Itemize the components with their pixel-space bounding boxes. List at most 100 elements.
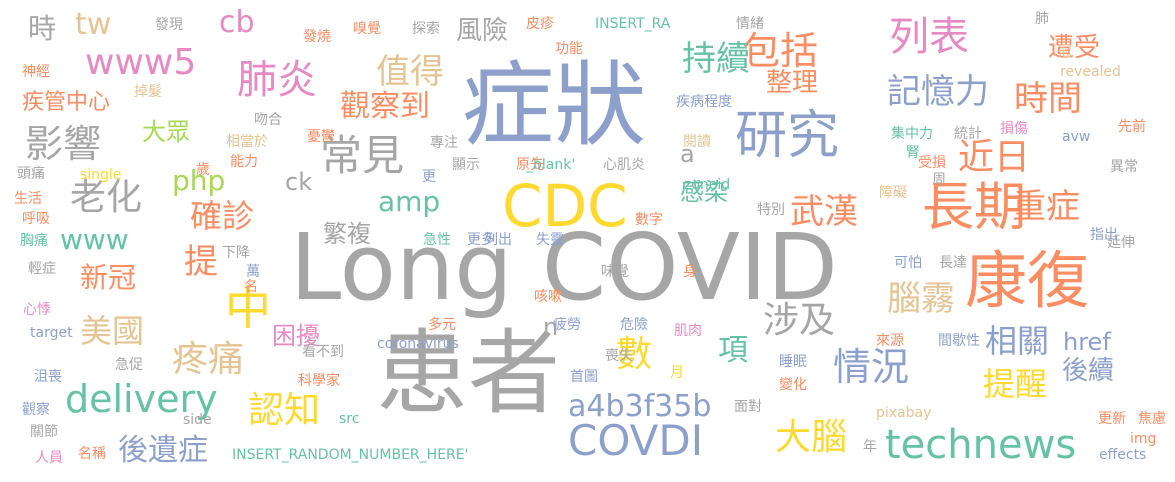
word-cloud-word: 人員 <box>35 450 63 466</box>
word-cloud-word: 頭痛 <box>17 166 45 182</box>
word-cloud-word: 閱讀 <box>683 134 711 150</box>
word-cloud-word: 特別 <box>757 202 785 218</box>
word-cloud-word: 疲勞 <box>553 317 581 333</box>
word-cloud-word: target <box>30 325 73 341</box>
word-cloud-word: 吻合 <box>254 112 282 128</box>
word-cloud-word: 下降 <box>222 245 250 261</box>
word-cloud-word: 首圖 <box>570 369 598 385</box>
word-cloud-word: 胸痛 <box>20 233 48 249</box>
word-cloud-word: 記憶力 <box>887 72 989 112</box>
word-cloud-word: www5 <box>85 42 197 83</box>
word-cloud-word: 老化 <box>70 177 143 218</box>
word-cloud-word: 多元 <box>428 317 456 333</box>
word-cloud-word: single <box>80 167 122 183</box>
word-cloud-word: 名 <box>244 279 258 295</box>
word-cloud-word: 更 <box>422 169 436 185</box>
word-cloud-word: tw <box>75 7 112 42</box>
word-cloud-word: a4b3f35b <box>568 389 712 424</box>
word-cloud-word: 咳嗽 <box>534 289 562 305</box>
word-cloud-word: 值得 <box>376 52 444 92</box>
word-cloud-word: 危險 <box>620 317 648 333</box>
word-cloud-word: 損傷 <box>1000 121 1028 137</box>
word-cloud-word: 相當於 <box>226 134 268 150</box>
word-cloud-word: 看不到 <box>302 344 344 360</box>
word-cloud-word: 掉髮 <box>134 84 162 100</box>
word-cloud-word: 更新 <box>1098 411 1126 427</box>
word-cloud-word: 周 <box>932 172 946 188</box>
word-cloud-word: 沮喪 <box>34 369 62 385</box>
word-cloud-word: effects <box>1099 447 1147 463</box>
word-cloud-word: 時間 <box>1014 79 1082 119</box>
word-cloud-word: 萬 <box>246 264 260 280</box>
word-cloud-word: 影響 <box>25 122 102 166</box>
word-cloud-word: 提 <box>184 242 218 282</box>
word-cloud-word: 新冠 <box>80 261 137 294</box>
word-cloud-word: 常見 <box>320 131 405 180</box>
word-cloud-word: 憂鬱 <box>307 129 335 145</box>
word-cloud-word: Long COVID <box>290 214 838 321</box>
word-cloud-word: 數 <box>616 334 653 375</box>
word-cloud-word: zoneid <box>684 177 731 193</box>
word-cloud-word: 月 <box>670 365 684 381</box>
word-cloud-word: 腦霧 <box>887 279 955 319</box>
word-cloud-word: 項 <box>718 333 748 368</box>
word-cloud-word: 肺 <box>1035 11 1049 27</box>
word-cloud-word: 風險 <box>456 16 509 46</box>
word-cloud-word: 康復 <box>965 244 1090 317</box>
word-cloud-word: 近日 <box>958 137 1031 178</box>
word-cloud-word: 睡眠 <box>779 354 807 370</box>
word-cloud-word: 繁複 <box>323 220 371 248</box>
word-cloud-word: 後續 <box>1062 356 1115 386</box>
word-cloud-word: 疾病程度 <box>676 94 732 110</box>
word-cloud-word: 長達 <box>939 255 967 271</box>
word-cloud-word: COVDI <box>568 416 704 465</box>
word-cloud-word: coronavirus <box>377 336 459 352</box>
word-cloud-word: 確診 <box>190 197 255 235</box>
word-cloud-word: side <box>183 412 212 428</box>
word-cloud-word: 名稱 <box>78 446 106 462</box>
word-cloud-word: 症狀 <box>462 52 647 159</box>
word-cloud-word: 困擾 <box>272 322 320 350</box>
word-cloud-word: 面對 <box>734 399 762 415</box>
word-cloud-word: revealed <box>1060 64 1121 80</box>
word-cloud-word: 涉及 <box>763 300 836 341</box>
word-cloud-word: 肌肉 <box>674 323 702 339</box>
word-cloud-word: technews <box>885 422 1077 468</box>
word-cloud-word: 延伸 <box>1107 235 1135 251</box>
word-cloud-word: 腎 <box>906 145 920 161</box>
word-cloud-word: cb <box>219 5 255 40</box>
word-cloud-word: 觀察到 <box>340 89 430 124</box>
word-cloud-word: ck <box>285 168 313 196</box>
word-cloud-word: 急性 <box>423 232 451 248</box>
word-cloud-word: 時 <box>28 12 57 45</box>
word-cloud-word: 集中力 <box>891 126 933 142</box>
word-cloud-word: 先前 <box>1118 119 1146 135</box>
word-cloud-word: 觀察 <box>22 402 50 418</box>
word-cloud-word: 急促 <box>115 357 143 373</box>
word-cloud-word: 受損 <box>918 155 946 171</box>
word-cloud-word: 提醒 <box>983 365 1048 403</box>
word-cloud-word: 能力 <box>230 154 258 170</box>
word-cloud-word: 認知 <box>248 390 321 431</box>
word-cloud-word: 患者 <box>376 320 561 427</box>
word-cloud-word: 神經 <box>22 64 50 80</box>
word-cloud-word: 包括 <box>742 29 819 73</box>
word-cloud-word: 可怕 <box>894 255 922 271</box>
word-cloud-word: pixabay <box>876 405 932 421</box>
word-cloud-word: 專注 <box>430 135 458 151</box>
word-cloud-word: 情緒 <box>736 16 764 32</box>
word-cloud-word: 指出 <box>1090 227 1118 243</box>
word-cloud-word: 後遺症 <box>118 433 208 468</box>
word-cloud-word: 長期 <box>922 178 1027 238</box>
word-cloud-word: 疼痛 <box>172 339 245 380</box>
word-cloud-word: 探索 <box>412 21 440 37</box>
word-cloud-word: 重症 <box>1012 187 1080 227</box>
word-cloud-word: 間歇性 <box>938 333 980 349</box>
word-cloud-word: 歲 <box>196 162 210 178</box>
word-cloud-word: 大腦 <box>775 417 848 458</box>
word-cloud-word: 持續 <box>682 39 750 79</box>
word-cloud-word: avw <box>1062 129 1091 145</box>
word-cloud-word: 統計 <box>954 126 982 142</box>
word-cloud-word: 喪失 <box>605 348 633 364</box>
